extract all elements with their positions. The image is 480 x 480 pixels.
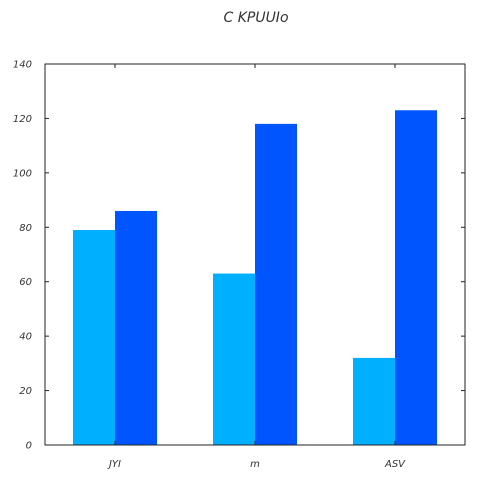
y-tick-label: 100 [13,168,32,179]
chart-title: C KPUUIo [223,10,288,26]
x-tick-label: ASV [384,459,406,470]
y-tick-label: 80 [19,223,32,234]
bar-JYI-series-2 [115,210,157,445]
y-tick-label: 0 [26,441,32,452]
y-tick-label: 140 [13,60,32,71]
bar-JYI-series-1 [73,230,115,445]
y-tick-label: 60 [19,277,32,288]
bar-ASV-series-1 [353,357,395,445]
bar-m-series-2 [255,123,297,445]
ticks-group: JYI m ASV 0 20 40 60 80 100 120 140 [13,60,465,470]
bars-group [73,110,437,445]
bar-ASV-series-2 [395,110,437,445]
x-tick-label: m [250,459,260,470]
y-tick-label: 20 [19,386,32,397]
x-tick-label: JYI [107,459,121,470]
y-tick-label: 40 [19,332,32,343]
bar-m-series-1 [213,273,255,445]
y-tick-label: 120 [13,114,32,125]
